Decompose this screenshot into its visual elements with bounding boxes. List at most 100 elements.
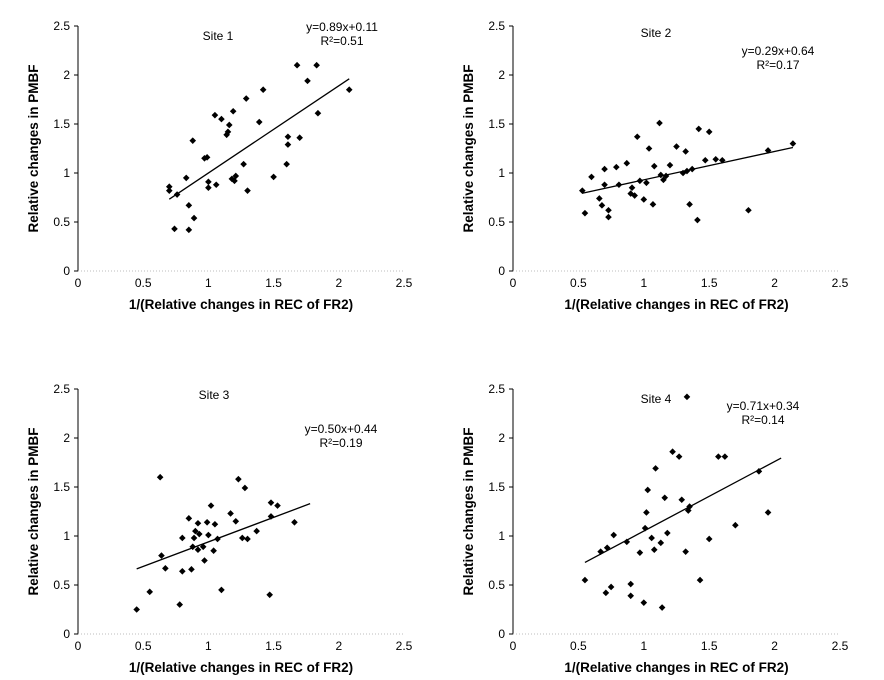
data-point	[683, 393, 691, 401]
data-point	[623, 159, 631, 167]
data-point	[596, 195, 603, 202]
data-point	[259, 86, 267, 93]
scatter-panel-1: 0 0.5 1 1.5 2 2.5 0 0.5 1 1.5 2 2.5 1/(Relative chan…	[26, 19, 413, 312]
data-point	[179, 534, 186, 542]
data-point	[627, 580, 635, 588]
data-point	[648, 534, 655, 542]
data-point	[644, 486, 652, 494]
y-tick-label: 1	[498, 529, 505, 543]
data-point	[185, 515, 193, 522]
data-point	[228, 175, 236, 183]
y-axis-label: Relative changes in PMBF	[26, 427, 41, 595]
data-point	[158, 552, 165, 559]
y-tick-label: 0.5	[53, 215, 70, 229]
scatter-panel-3: 0 0.5 1 1.5 2 2.5 0 0.5 1 1.5 2 2.5 1/(Relative chan…	[26, 382, 413, 675]
site-label: Site 4	[641, 392, 672, 406]
data-point	[185, 202, 193, 209]
data-point	[688, 165, 696, 173]
y-tick-label: 2.5	[488, 382, 505, 396]
data-point	[649, 201, 657, 208]
x-tick-label: 1.5	[265, 639, 282, 653]
data-point	[229, 107, 237, 115]
data-point	[199, 543, 207, 551]
data-point	[662, 172, 670, 180]
data-point	[195, 530, 203, 538]
x-axis-label: 1/(Relative changes in REC of FR2)	[129, 660, 353, 675]
data-point	[643, 509, 650, 516]
x-tick-label: 1	[205, 276, 212, 290]
x-tick-label: 2	[771, 276, 778, 290]
y-tick-label: 0	[63, 264, 70, 278]
y-tick-label: 0	[498, 264, 505, 278]
x-tick-label: 0	[75, 639, 82, 653]
data-point	[203, 154, 211, 161]
regression-equation: y=0.71x+0.34	[727, 399, 800, 413]
data-point	[607, 583, 615, 591]
data-point	[623, 538, 631, 546]
data-point	[682, 548, 689, 555]
r-squared-label: R²=0.19	[319, 436, 362, 450]
data-point	[605, 213, 612, 221]
data-point	[581, 209, 589, 217]
data-point	[194, 546, 202, 554]
x-tick-label: 2.5	[832, 276, 849, 290]
data-point	[314, 109, 322, 117]
data-point	[640, 196, 648, 203]
data-point	[615, 181, 623, 189]
data-point	[658, 604, 666, 611]
data-point	[682, 148, 689, 155]
y-tick-label: 1.5	[53, 480, 70, 494]
y-tick-label: 1	[63, 529, 70, 543]
data-point	[296, 134, 303, 142]
data-point	[636, 177, 644, 185]
data-point	[605, 206, 612, 214]
r-squared-label: R²=0.51	[320, 34, 363, 48]
data-point	[675, 453, 683, 460]
data-point	[188, 566, 195, 573]
y-tick-label: 0.5	[488, 578, 505, 592]
data-point	[705, 535, 713, 543]
y-tick-label: 2	[63, 431, 70, 445]
data-point	[189, 137, 197, 144]
data-point	[253, 527, 260, 535]
data-point	[631, 192, 638, 199]
data-point	[686, 201, 693, 208]
data-point	[601, 181, 608, 189]
y-tick-label: 0	[63, 627, 70, 641]
y-tick-label: 1.5	[488, 480, 505, 494]
x-tick-label: 0	[75, 276, 82, 290]
data-point	[721, 453, 729, 460]
y-tick-label: 2.5	[53, 19, 70, 33]
data-point	[627, 190, 635, 197]
data-point	[598, 202, 606, 209]
data-point	[732, 521, 739, 529]
x-tick-label: 1	[205, 639, 212, 653]
data-point	[579, 187, 586, 194]
x-tick-label: 0.5	[135, 639, 152, 653]
data-point	[641, 524, 649, 532]
data-point	[179, 567, 186, 575]
x-tick-label: 0.5	[570, 639, 587, 653]
data-point	[267, 513, 275, 520]
data-point	[657, 171, 665, 179]
data-point	[224, 128, 232, 136]
r-squared-label: R²=0.17	[756, 58, 799, 72]
x-tick-label: 2	[771, 639, 778, 653]
data-point	[266, 591, 273, 599]
data-point	[650, 546, 658, 554]
data-point	[640, 599, 648, 606]
data-point	[205, 184, 212, 191]
data-point	[602, 589, 610, 597]
data-point	[190, 214, 198, 222]
data-point	[255, 118, 263, 126]
x-tick-label: 0.5	[135, 276, 152, 290]
data-point	[171, 225, 178, 233]
data-point	[207, 502, 215, 509]
data-point	[274, 502, 281, 509]
data-point	[205, 178, 212, 186]
data-point	[695, 125, 703, 133]
data-point	[185, 226, 193, 234]
regression-equation: y=0.29x+0.64	[742, 44, 815, 58]
data-point	[182, 174, 190, 182]
x-tick-label: 0	[510, 639, 517, 653]
